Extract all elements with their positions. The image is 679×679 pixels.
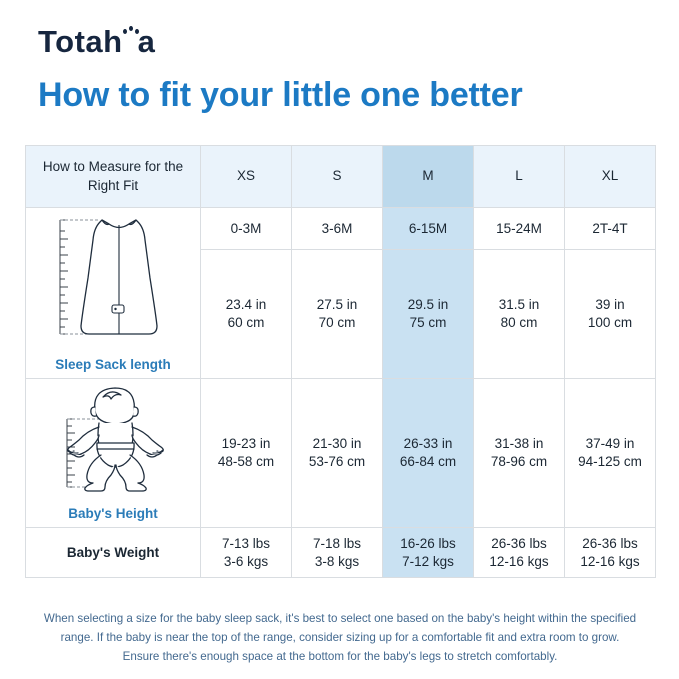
- height-m-in: 26-33 in: [403, 436, 453, 452]
- length-m-cm: 75 cm: [409, 315, 447, 331]
- sizing-note-line-2: range. If the baby is near the top of th…: [60, 630, 620, 644]
- brand-logo: Totah a: [38, 26, 155, 57]
- sizing-note-line-3: Ensure there's enough space at the botto…: [122, 649, 558, 663]
- height-xl-cm: 94-125 cm: [578, 454, 642, 470]
- length-l: 31.5 in 80 cm: [473, 249, 565, 380]
- weight-xl: 26-36 lbs 12-16 kgs: [564, 527, 656, 579]
- weight-m-lbs: 16-26 lbs: [400, 535, 456, 551]
- height-s-cm: 53-76 cm: [308, 454, 366, 470]
- weight-s-lbs: 7-18 lbs: [312, 535, 362, 551]
- measure-header-cell: How to Measure for the Right Fit: [25, 145, 201, 208]
- sleep-sack-cell: Sleep Sack length: [25, 206, 201, 380]
- length-m-in: 29.5 in: [407, 297, 449, 313]
- length-s-cm: 70 cm: [318, 315, 356, 331]
- weight-s: 7-18 lbs 3-8 kgs: [291, 527, 383, 579]
- length-m: 29.5 in 75 cm: [382, 249, 474, 380]
- height-m: 26-33 in 66-84 cm: [382, 378, 474, 529]
- sizing-note: When selecting a size for the baby sleep…: [22, 610, 658, 666]
- height-xl-in: 37-49 in: [585, 436, 635, 452]
- weight-xl-kgs: 12-16 kgs: [580, 553, 640, 569]
- length-l-in: 31.5 in: [498, 297, 540, 313]
- weight-s-kgs: 3-8 kgs: [314, 553, 360, 569]
- height-l-cm: 78-96 cm: [490, 454, 548, 470]
- weight-l-kgs: 12-16 kgs: [489, 553, 549, 569]
- weight-l-lbs: 26-36 lbs: [491, 535, 547, 551]
- sleep-sack-length-row: 23.4 in 60 cm 27.5 in 70 cm 29.5 in 75 c…: [26, 249, 656, 380]
- baby-height-row: Baby's Height 19-23 in 48-58 cm 21-30 in…: [25, 378, 656, 529]
- baby-height-caption: Baby's Height: [68, 506, 158, 522]
- size-chart: How to Measure for the Right Fit XS S M …: [25, 145, 656, 579]
- length-xl: 39 in 100 cm: [564, 249, 656, 380]
- weight-xl-lbs: 26-36 lbs: [582, 535, 638, 551]
- length-xs-in: 23.4 in: [225, 297, 267, 313]
- age-s: 3-6M: [291, 206, 383, 251]
- age-l: 15-24M: [473, 206, 565, 251]
- height-xs: 19-23 in 48-58 cm: [200, 378, 292, 529]
- weight-xs: 7-13 lbs 3-6 kgs: [200, 527, 292, 579]
- height-l: 31-38 in 78-96 cm: [473, 378, 565, 529]
- page-title: How to fit your little one better: [38, 76, 523, 114]
- height-l-in: 31-38 in: [494, 436, 544, 452]
- length-xl-in: 39 in: [595, 297, 625, 313]
- height-xl: 37-49 in 94-125 cm: [564, 378, 656, 529]
- weight-xs-kgs: 3-6 kgs: [223, 553, 269, 569]
- height-s: 21-30 in 53-76 cm: [291, 378, 383, 529]
- size-header-xl[interactable]: XL: [564, 145, 656, 208]
- sleep-sack-caption: Sleep Sack length: [55, 357, 171, 372]
- height-xs-in: 19-23 in: [221, 436, 271, 452]
- height-s-in: 21-30 in: [312, 436, 362, 452]
- height-m-cm: 66-84 cm: [399, 454, 457, 470]
- size-header-m[interactable]: M: [382, 145, 474, 208]
- sizing-note-line-1: When selecting a size for the baby sleep…: [43, 612, 637, 625]
- length-l-cm: 80 cm: [500, 315, 538, 331]
- weight-xs-lbs: 7-13 lbs: [221, 535, 271, 551]
- age-xs: 0-3M: [200, 206, 292, 251]
- brand-name-main: Totah: [38, 24, 123, 59]
- length-s-in: 27.5 in: [316, 297, 358, 313]
- length-xl-cm: 100 cm: [587, 315, 633, 331]
- length-s: 27.5 in 70 cm: [291, 249, 383, 380]
- sleep-sack-illustration: [59, 219, 158, 335]
- size-chart-table: How to Measure for the Right Fit XS S M …: [25, 145, 656, 579]
- table-header-row: How to Measure for the Right Fit XS S M …: [25, 145, 656, 208]
- length-xs: 23.4 in 60 cm: [200, 249, 292, 380]
- baby-illustration: [66, 387, 164, 492]
- brand-name-tail: a: [137, 24, 156, 59]
- size-header-s[interactable]: S: [291, 145, 383, 208]
- age-row: Sleep Sack length 0-3M 3-6M 6-15M 15-24M…: [25, 206, 656, 380]
- weight-m-kgs: 7-12 kgs: [402, 553, 454, 569]
- size-header-l[interactable]: L: [473, 145, 565, 208]
- weight-m: 16-26 lbs 7-12 kgs: [382, 527, 474, 579]
- weight-l: 26-36 lbs 12-16 kgs: [473, 527, 565, 579]
- age-xl: 2T-4T: [564, 206, 656, 251]
- baby-height-cell: Baby's Height: [25, 378, 201, 529]
- size-header-xs[interactable]: XS: [200, 145, 292, 208]
- height-xs-cm: 48-58 cm: [217, 454, 275, 470]
- age-m: 6-15M: [382, 206, 474, 251]
- paw-dots-icon: [122, 26, 139, 54]
- length-xs-cm: 60 cm: [227, 315, 265, 331]
- baby-weight-row: Baby's Weight 7-13 lbs 3-6 kgs 7-18 lbs …: [25, 527, 656, 579]
- baby-weight-label: Baby's Weight: [25, 527, 201, 579]
